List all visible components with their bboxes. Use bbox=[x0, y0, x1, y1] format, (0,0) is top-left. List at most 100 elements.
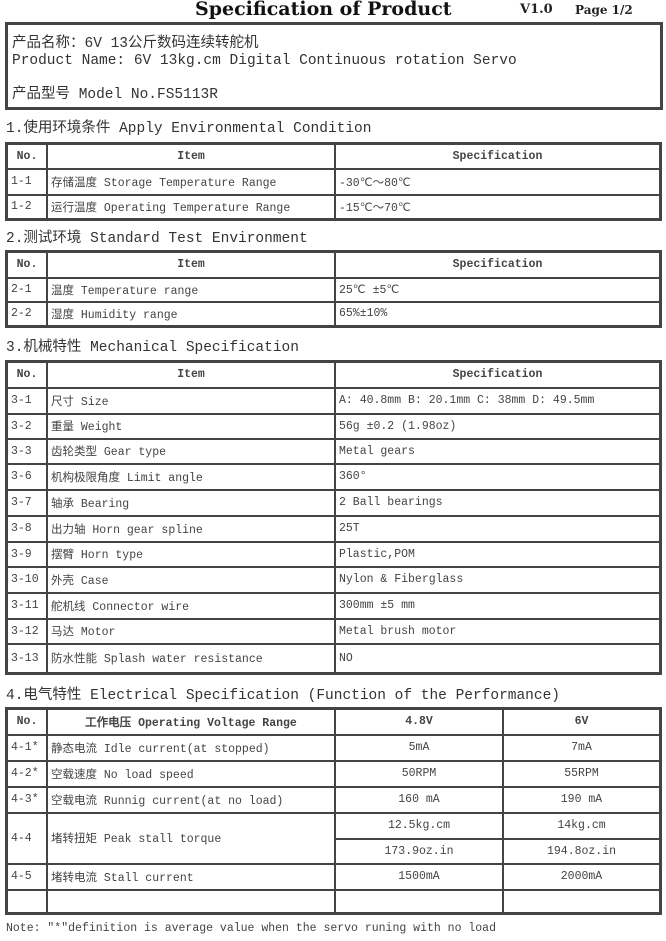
table-row: 1-1 存储温度 Storage Temperature Range -30℃～80… bbox=[5, 167, 662, 196]
table-row: 3-8 出力轴 Horn gear spline 25T bbox=[5, 514, 662, 543]
column-header: Specification bbox=[334, 142, 662, 170]
table-row: 2-1 温度 Temperature range 25℃ ±5℃ bbox=[5, 276, 662, 303]
row-value: 160 mA bbox=[334, 785, 504, 814]
row-number: 1-2 bbox=[5, 193, 48, 221]
table-row: 4-4 堵转扭矩 Peak stall torque 12.5kg.cm 14kg.c… bbox=[5, 811, 662, 865]
column-header: No. bbox=[5, 142, 48, 170]
product-name-cn: 产品名称：6V 13公斤数码连续转舵机 bbox=[12, 36, 259, 52]
spec-table: No. Item Specification 3-1 尺寸 Size A: 40.8mm … bbox=[5, 360, 662, 675]
row-value: 2000mA bbox=[502, 862, 662, 891]
spec-table: No. Item Specification 2-1 温度 Temperature ra… bbox=[5, 250, 662, 328]
row-value: 1500mA bbox=[334, 862, 504, 891]
empty-cell bbox=[502, 888, 662, 915]
row-spec: A: 40.8mm B: 20.1mm C: 38mm D: 49.5mm bbox=[334, 386, 662, 415]
column-header: No. bbox=[5, 250, 48, 279]
column-header: Item bbox=[46, 250, 336, 279]
row-spec: Metal gears bbox=[334, 437, 662, 465]
row-spec: 25℃ ±5℃ bbox=[334, 276, 662, 303]
row-item: 防水性能 Splash water resistance bbox=[46, 642, 336, 675]
row-item: 齿轮类型 Gear type bbox=[46, 437, 336, 465]
row-number: 4-4 bbox=[5, 811, 48, 865]
table-row: 173.9oz.in 194.8oz.in bbox=[7, 837, 662, 865]
row-number: 3-3 bbox=[5, 437, 48, 465]
table-row: 3-7 轴承 Bearing 2 Ball bearings bbox=[5, 488, 662, 517]
column-header: Item bbox=[46, 360, 336, 389]
row-item: 湿度 Humidity range bbox=[46, 300, 336, 328]
page-number: Page 1/2 bbox=[575, 3, 633, 17]
row-item: 温度 Temperature range bbox=[46, 276, 336, 303]
row-item: 外壳 Case bbox=[46, 565, 336, 594]
table-row: 3-6 机构极限角度 Limit angle 360° bbox=[5, 462, 662, 491]
row-spec: Nylon & Fiberglass bbox=[334, 565, 662, 594]
table-header-row: No. Item Specification bbox=[5, 142, 662, 170]
table-row: 3-1 尺寸 Size A: 40.8mm B: 20.1mm C: 38mm D:… bbox=[5, 386, 662, 415]
table-row: 3-10 外壳 Case Nylon & Fiberglass bbox=[5, 565, 662, 594]
product-model: 产品型号 Model No.FS5113R bbox=[12, 87, 218, 103]
table-row: 4-2* 空载速度 No load speed 50RPM 55RPM bbox=[5, 759, 662, 788]
table-row: 3-3 齿轮类型 Gear type Metal gears bbox=[5, 437, 662, 465]
row-number: 3-6 bbox=[5, 462, 48, 491]
row-value: 14kg.cm bbox=[502, 811, 662, 840]
row-number: 3-8 bbox=[5, 514, 48, 543]
footnote: Note: "*"definition is average value whe… bbox=[6, 922, 496, 935]
row-value-alt: 173.9oz.in bbox=[334, 837, 504, 865]
electrical-table: No. 工作电压 Operating Voltage Range 4.8V 6V 4-1… bbox=[5, 707, 662, 915]
row-spec: Plastic,POM bbox=[334, 540, 662, 568]
table-header-row: No. Item Specification bbox=[5, 250, 662, 279]
product-info-box: 产品名称：6V 13公斤数码连续转舵机 Product Name: 6V 13k… bbox=[5, 22, 663, 110]
row-number: 1-1 bbox=[5, 167, 48, 196]
row-item: 空载电流 Runnig current(at no load) bbox=[46, 785, 336, 814]
row-number: 3-2 bbox=[5, 412, 48, 440]
row-spec: 300mm ±5 mm bbox=[334, 591, 662, 620]
section-title: 3.机械特性 Mechanical Specification bbox=[6, 340, 299, 356]
section-title: 2.测试环境 Standard Test Environment bbox=[6, 231, 308, 247]
row-number: 4-5 bbox=[5, 862, 48, 891]
document-title: Specification of Product bbox=[195, 0, 452, 20]
row-item: 机构极限角度 Limit angle bbox=[46, 462, 336, 491]
table-row: 4-3* 空载电流 Runnig current(at no load) 160 m… bbox=[5, 785, 662, 814]
table-header-row: No. 工作电压 Operating Voltage Range 4.8V 6V bbox=[5, 707, 662, 736]
table-row: 4-1* 静态电流 Idle current(at stopped) 5mA 7mA bbox=[5, 733, 662, 762]
row-spec: Metal brush motor bbox=[334, 617, 662, 645]
row-number: 4-1* bbox=[5, 733, 48, 762]
row-spec: 25T bbox=[334, 514, 662, 543]
row-item: 出力轴 Horn gear spline bbox=[46, 514, 336, 543]
section-title: 1.使用环境条件 Apply Environmental Condition bbox=[6, 121, 372, 137]
row-spec: 360° bbox=[334, 462, 662, 491]
row-item: 运行温度 Operating Temperature Range bbox=[46, 193, 336, 221]
table-row: 3-12 马达 Motor Metal brush motor bbox=[5, 617, 662, 645]
empty-cell bbox=[334, 888, 504, 915]
row-number: 4-2* bbox=[5, 759, 48, 788]
product-name-en: Product Name: 6V 13kg.cm Digital Continu… bbox=[12, 53, 517, 69]
empty-row bbox=[5, 888, 662, 915]
row-value: 7mA bbox=[502, 733, 662, 762]
row-number: 3-7 bbox=[5, 488, 48, 517]
empty-cell bbox=[5, 888, 48, 915]
row-spec: -30℃～80℃ bbox=[334, 167, 662, 196]
column-header: 4.8V bbox=[334, 707, 504, 736]
row-number: 3-10 bbox=[5, 565, 48, 594]
row-item: 堵转电流 Stall current bbox=[46, 862, 336, 891]
row-item: 存储温度 Storage Temperature Range bbox=[46, 167, 336, 196]
table-row: 1-2 运行温度 Operating Temperature Range -15℃～… bbox=[5, 193, 662, 221]
row-spec: -15℃～70℃ bbox=[334, 193, 662, 221]
row-number: 3-1 bbox=[5, 386, 48, 415]
row-item: 摆臂 Horn type bbox=[46, 540, 336, 568]
column-header: Item bbox=[46, 142, 336, 170]
empty-cell bbox=[46, 888, 336, 915]
row-number: 2-1 bbox=[5, 276, 48, 303]
row-value: 55RPM bbox=[502, 759, 662, 788]
row-item: 空载速度 No load speed bbox=[46, 759, 336, 788]
row-spec: 56g ±0.2 (1.98oz) bbox=[334, 412, 662, 440]
row-number: 3-13 bbox=[5, 642, 48, 675]
version-label: V1.0 bbox=[520, 2, 553, 17]
row-item: 堵转扭矩 Peak stall torque bbox=[46, 811, 336, 865]
row-item: 尺寸 Size bbox=[46, 386, 336, 415]
column-header: No. bbox=[5, 707, 48, 736]
row-item: 轴承 Bearing bbox=[46, 488, 336, 517]
row-item: 马达 Motor bbox=[46, 617, 336, 645]
row-value: 50RPM bbox=[334, 759, 504, 788]
table-row: 3-11 舵机线 Connector wire 300mm ±5 mm bbox=[5, 591, 662, 620]
row-value: 5mA bbox=[334, 733, 504, 762]
